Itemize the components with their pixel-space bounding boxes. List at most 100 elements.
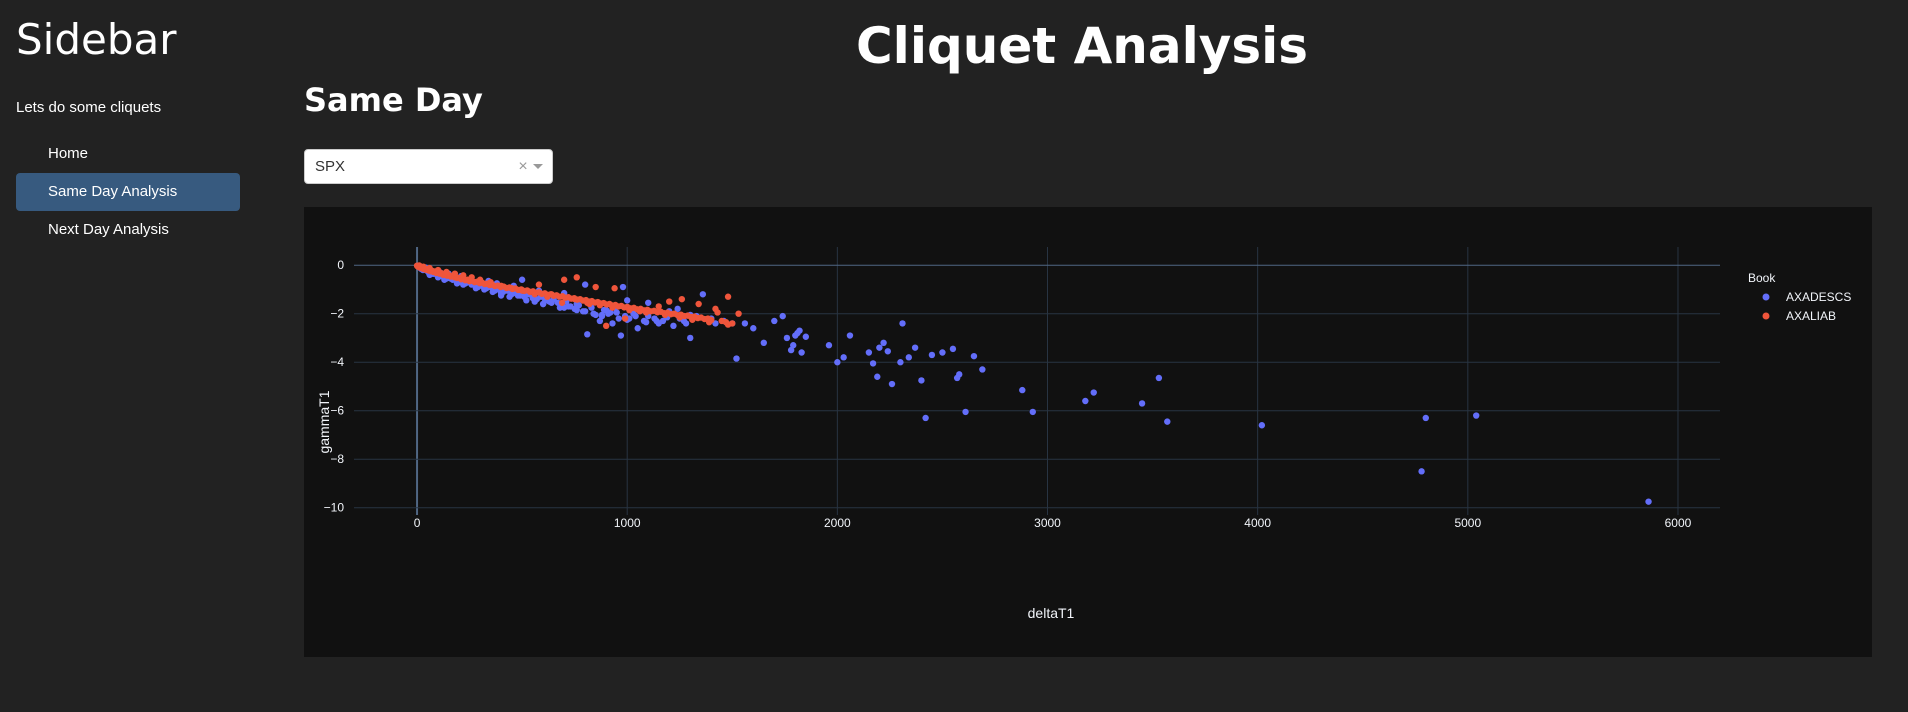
data-point (642, 318, 650, 326)
x-tick-label: 2000 (824, 516, 851, 530)
nav-item-same-day-analysis[interactable]: Same Day Analysis (16, 173, 240, 211)
data-point (911, 344, 919, 351)
data-point (666, 298, 673, 305)
data-point (783, 334, 791, 342)
legend-marker (1762, 293, 1770, 301)
sidebar-tagline: Lets do some cliquets (16, 99, 162, 116)
data-point (443, 268, 450, 276)
sidebar-title: Sidebar (16, 15, 177, 64)
data-point (581, 308, 589, 315)
data-point (460, 272, 467, 279)
page-title: Cliquet Analysis (855, 17, 1308, 75)
dropdown-selected-value: SPX (315, 158, 346, 175)
x-tick-label: 6000 (1665, 516, 1692, 530)
data-point (615, 315, 622, 322)
data-point (617, 332, 625, 339)
data-point (760, 339, 767, 347)
data-point (1645, 498, 1652, 505)
sidebar-nav: Home Same Day Analysis Next Day Analysis (16, 135, 240, 249)
data-point (865, 349, 873, 356)
data-point (518, 287, 526, 294)
legend-item-axaliab[interactable]: AXALIAB (1762, 309, 1837, 323)
chart-legend[interactable]: Book AXADESCS AXALIAB (1748, 271, 1851, 323)
data-point (1082, 397, 1089, 405)
data-point (426, 264, 433, 272)
data-point (613, 309, 620, 316)
data-point (724, 293, 732, 300)
data-point (453, 280, 461, 287)
legend-label: AXALIAB (1786, 309, 1836, 323)
data-point (481, 286, 488, 293)
data-point (531, 291, 538, 298)
data-point (571, 295, 578, 303)
data-point (949, 345, 957, 353)
data-point (415, 262, 423, 269)
data-point (573, 306, 580, 314)
data-point (771, 317, 778, 325)
y-axis-ticks: 0 −2 −4 −6 −8 −10 (324, 258, 345, 515)
data-point (468, 274, 475, 281)
data-point (596, 302, 604, 309)
data-point (523, 297, 530, 304)
x-tick-label: 4000 (1244, 516, 1271, 530)
data-point (535, 281, 543, 288)
data-point (888, 380, 896, 388)
data-point (682, 320, 690, 327)
legend-item-axadescs[interactable]: AXADESCS (1762, 290, 1852, 304)
data-point (1418, 468, 1425, 475)
data-point (918, 377, 925, 384)
data-point (609, 320, 616, 327)
data-point (602, 306, 610, 314)
clear-icon[interactable]: × (518, 158, 528, 175)
data-point (596, 317, 604, 325)
legend-title: Book (1748, 271, 1776, 285)
section-title: Same Day (304, 81, 483, 119)
data-point (956, 371, 963, 378)
data-point (1258, 422, 1266, 429)
data-point (922, 414, 929, 422)
data-point (548, 299, 555, 306)
nav-item-next-day-analysis[interactable]: Next Day Analysis (48, 221, 169, 238)
data-point (846, 332, 854, 339)
data-point (689, 316, 696, 323)
x-axis-title: deltaT1 (1028, 605, 1075, 621)
x-tick-label: 1000 (614, 516, 641, 530)
data-point (928, 351, 936, 359)
x-tick-label: 0 (414, 516, 421, 530)
data-point (979, 366, 986, 373)
data-point (661, 311, 669, 319)
data-point (476, 276, 484, 283)
series-axadescs (414, 263, 1652, 505)
data-point (497, 282, 505, 290)
data-point (869, 360, 877, 367)
data-point (592, 283, 599, 291)
data-point (602, 322, 610, 330)
data-point (611, 285, 618, 292)
legend-label: AXADESCS (1786, 290, 1851, 304)
data-point (798, 349, 805, 356)
data-point (531, 298, 538, 305)
data-point (621, 315, 629, 322)
chevron-down-icon[interactable] (533, 164, 543, 169)
data-point (560, 276, 568, 283)
data-point (434, 266, 442, 274)
data-point (834, 359, 841, 366)
data-point (779, 312, 786, 320)
data-point (840, 354, 847, 361)
data-point (1422, 414, 1429, 422)
data-point (687, 334, 694, 342)
data-point (741, 320, 749, 327)
data-point (518, 276, 526, 283)
scatter-chart-panel: 0 1000 2000 3000 4000 5000 6000 0 −2 −4 −6 −8 −10 d… (304, 207, 1872, 657)
data-point (884, 348, 891, 355)
data-point (514, 292, 522, 299)
data-point (1019, 386, 1026, 394)
data-point (506, 293, 513, 300)
y-tick-label: 0 (337, 258, 344, 272)
data-point (970, 352, 978, 360)
y-tick-label: −8 (330, 452, 344, 466)
data-point (787, 346, 795, 354)
nav-item-home[interactable]: Home (48, 145, 89, 162)
data-point (487, 278, 494, 286)
underlying-dropdown[interactable]: SPX × (304, 149, 553, 184)
